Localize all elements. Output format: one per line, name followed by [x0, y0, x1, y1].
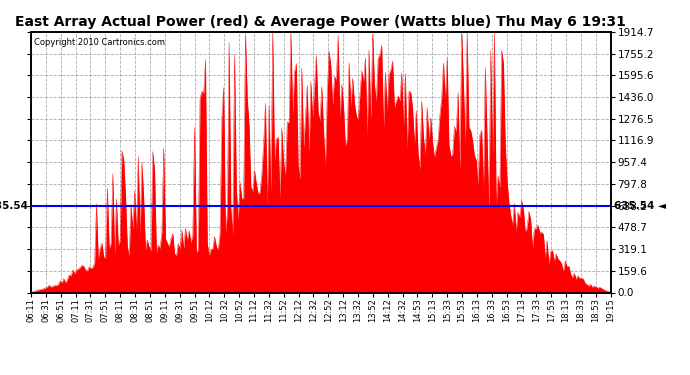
Text: ► 635.54: ► 635.54 [0, 201, 28, 211]
Text: 635.54 ◄: 635.54 ◄ [613, 201, 666, 211]
Text: Copyright 2010 Cartronics.com: Copyright 2010 Cartronics.com [34, 38, 165, 47]
Title: East Array Actual Power (red) & Average Power (Watts blue) Thu May 6 19:31: East Array Actual Power (red) & Average … [15, 15, 627, 29]
